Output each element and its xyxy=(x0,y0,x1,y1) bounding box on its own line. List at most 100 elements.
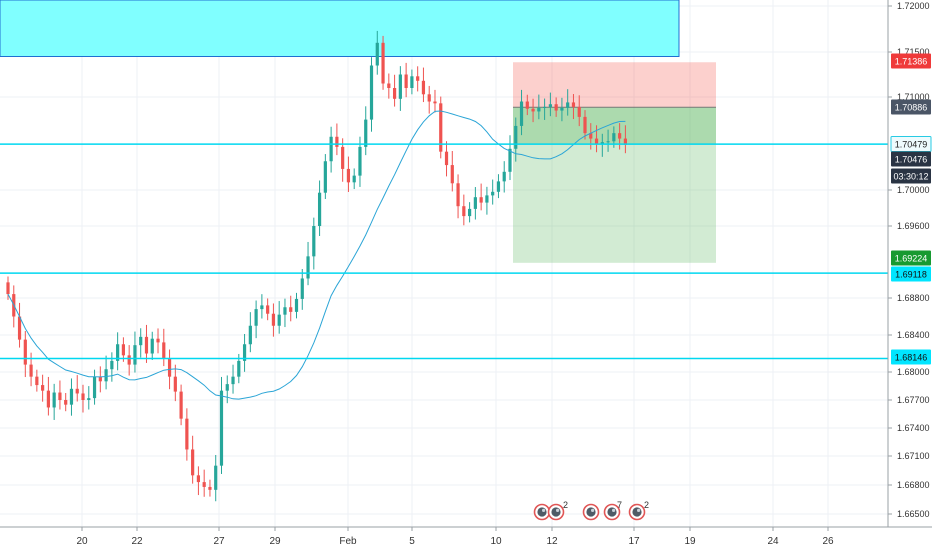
event-marker-icon-face xyxy=(537,507,547,517)
position-risk-zone xyxy=(513,62,716,108)
candle-body xyxy=(525,101,529,109)
candle-body xyxy=(577,106,581,117)
candle-body xyxy=(450,165,454,184)
candle-body xyxy=(543,106,547,108)
candle-body xyxy=(92,376,97,399)
candle-body xyxy=(537,107,541,112)
price-axis-label: 1.68400 xyxy=(897,330,930,340)
price-tag xyxy=(891,168,931,184)
candle-body xyxy=(87,398,91,400)
candle-body xyxy=(606,141,610,143)
candle-body xyxy=(150,338,154,354)
candle-body xyxy=(237,360,241,377)
candle-body xyxy=(242,344,247,361)
candle-body xyxy=(248,325,252,345)
candle-body xyxy=(502,171,506,182)
candle-body xyxy=(179,391,183,419)
candle-body xyxy=(491,191,495,196)
candle-body xyxy=(17,316,22,340)
candle-body xyxy=(231,376,235,385)
time-axis-label: 27 xyxy=(213,536,225,547)
candle-body xyxy=(514,125,518,149)
time-axis-label: 29 xyxy=(269,536,281,547)
candle-body xyxy=(312,226,316,257)
event-marker-icon-face xyxy=(607,507,617,517)
candle-body xyxy=(335,136,339,147)
candle-body xyxy=(46,390,50,408)
candle-body xyxy=(69,388,74,405)
candle-body xyxy=(289,307,293,312)
candle-body xyxy=(64,400,68,405)
supply-zone-box xyxy=(0,0,680,57)
price-tag-label: 1.70886 xyxy=(895,103,928,113)
time-axis-label: 17 xyxy=(628,536,640,547)
event-marker-count: 2 xyxy=(644,500,649,510)
candle-body xyxy=(167,358,172,377)
event-marker-count: 7 xyxy=(617,500,622,510)
event-marker-icon-face xyxy=(586,507,596,517)
price-axis-label: 1.66500 xyxy=(897,509,930,519)
candle-body xyxy=(208,486,212,490)
price-axis-label: 1.72000 xyxy=(897,1,930,11)
time-axis-label: 26 xyxy=(822,536,834,547)
candle-body xyxy=(473,197,477,209)
candle-body xyxy=(566,102,570,108)
candle-body xyxy=(612,133,616,142)
candle-body xyxy=(341,146,345,169)
candle-body xyxy=(519,101,524,126)
price-axis-label: 1.68800 xyxy=(897,293,930,303)
candle-body xyxy=(306,256,310,279)
candle-body xyxy=(352,175,356,183)
event-marker-icon-highlight xyxy=(556,508,560,512)
price-tag xyxy=(891,99,931,115)
candle-body xyxy=(139,336,143,346)
price-tag xyxy=(891,53,931,69)
candle-body xyxy=(121,344,125,356)
candle-body xyxy=(508,148,512,172)
candle-body xyxy=(283,307,287,315)
candle-body xyxy=(52,392,56,408)
price-axis-label: 1.68000 xyxy=(897,367,930,377)
candle-body xyxy=(427,94,431,102)
candle-body xyxy=(496,181,501,192)
candle-body xyxy=(98,376,102,382)
price-tag xyxy=(891,151,931,167)
price-axis-label: 1.69600 xyxy=(897,221,930,231)
price-axis-label: 1.71500 xyxy=(897,47,930,57)
candle-body xyxy=(58,392,62,400)
candle-body xyxy=(392,88,397,99)
candle-body xyxy=(618,133,622,139)
candle-body xyxy=(600,142,604,144)
candle-body xyxy=(300,278,304,299)
candle-body xyxy=(156,338,160,343)
candle-body xyxy=(260,305,264,310)
time-axis-label: 20 xyxy=(76,536,88,547)
candle-body xyxy=(116,344,120,361)
price-tag-label: 1.71386 xyxy=(895,57,928,67)
candle-body xyxy=(110,360,114,370)
candle-body xyxy=(589,133,593,139)
candle-body xyxy=(219,390,224,466)
event-marker-icon-highlight xyxy=(612,508,616,512)
candle-body xyxy=(398,74,402,99)
price-tag-label: 1.70476 xyxy=(895,155,928,165)
price-tag xyxy=(891,266,931,282)
event-marker-icon-highlight xyxy=(637,508,641,512)
candle-body xyxy=(144,336,149,354)
price-axis-label: 1.67400 xyxy=(897,423,930,433)
time-axis-label: 19 xyxy=(684,536,696,547)
price-tag xyxy=(891,250,931,266)
candle-body xyxy=(294,298,299,312)
candle-body xyxy=(531,108,535,112)
candle-body xyxy=(439,103,443,152)
time-axis-label: 12 xyxy=(546,536,558,547)
candle-body xyxy=(329,136,333,162)
candle-body xyxy=(323,161,327,193)
candle-body xyxy=(277,314,281,326)
candle-body xyxy=(317,192,322,226)
candle-body xyxy=(6,282,10,295)
price-axis-label: 1.71000 xyxy=(897,92,930,102)
candle-body xyxy=(381,42,385,84)
